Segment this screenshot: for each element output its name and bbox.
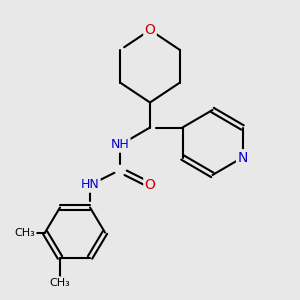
Text: NH: NH	[111, 139, 129, 152]
Text: O: O	[145, 178, 155, 192]
Text: N: N	[237, 151, 248, 164]
Text: HN: HN	[81, 178, 99, 191]
Text: CH₃: CH₃	[15, 227, 35, 238]
Text: O: O	[145, 23, 155, 37]
Text: CH₃: CH₃	[50, 278, 70, 287]
